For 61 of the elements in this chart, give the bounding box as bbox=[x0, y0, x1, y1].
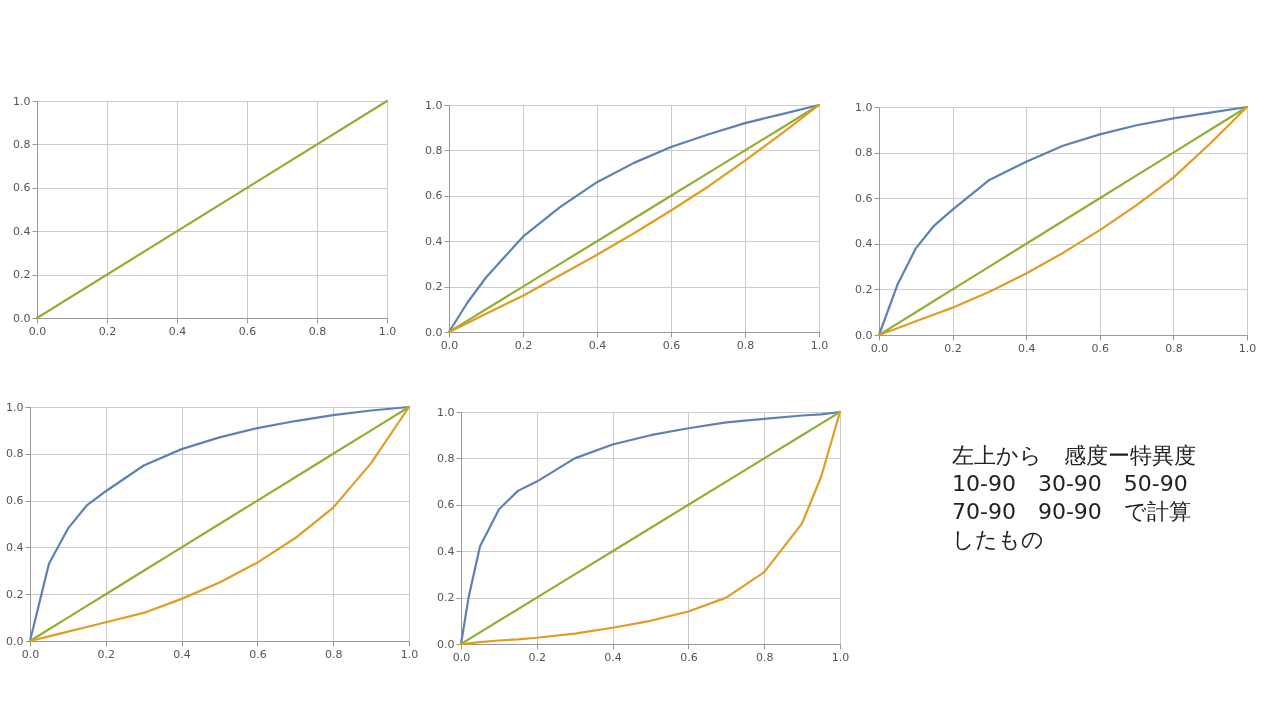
y-tick-label: 0.4 bbox=[425, 234, 443, 248]
x-tick-label: 1.0 bbox=[378, 324, 397, 338]
text: 左上から 感度ー特異度 10-90 30-90 50-90 70-90 90-90 で計算したもの bbox=[952, 442, 1197, 554]
x-tick-label: 0.4 bbox=[1017, 341, 1036, 355]
y-tick-label: 0.8 bbox=[425, 143, 443, 157]
line-series bbox=[28, 405, 411, 643]
x-tick-label: 0.0 bbox=[870, 341, 889, 355]
x-tick-label: 0.2 bbox=[944, 341, 962, 355]
x-tick-label: 0.8 bbox=[736, 338, 755, 352]
x-tick-label: 0.8 bbox=[1165, 341, 1183, 355]
line-series bbox=[447, 103, 821, 334]
y-tick-label: 0.2 bbox=[13, 268, 31, 282]
y-tick-label: 0.2 bbox=[437, 591, 455, 605]
x-tick-label: 0.4 bbox=[588, 338, 607, 352]
y-tick-label: 0.8 bbox=[13, 137, 31, 151]
y-tick-label: 0.6 bbox=[6, 494, 24, 508]
x-tick-label: 1.0 bbox=[831, 650, 850, 664]
y-tick-label: 0.8 bbox=[6, 447, 24, 461]
y-tick-label: 0.2 bbox=[425, 280, 443, 294]
line-series bbox=[877, 105, 1249, 337]
y-tick-label: 0.0 bbox=[437, 637, 455, 651]
y-tick-label: 0.2 bbox=[855, 282, 873, 296]
x-tick-label: 1.0 bbox=[400, 647, 419, 661]
y-tick-label: 0.8 bbox=[855, 146, 873, 160]
y-tick-label: 0.6 bbox=[855, 191, 873, 205]
y-tick-label: 0.6 bbox=[437, 498, 455, 512]
y-tick-label: 0.0 bbox=[13, 311, 31, 325]
y-tick-label: 0.6 bbox=[13, 181, 31, 195]
x-tick-label: 0.4 bbox=[173, 647, 191, 661]
x-tick-label: 0.2 bbox=[528, 650, 547, 664]
x-tick-label: 0.0 bbox=[28, 324, 47, 338]
x-tick-label: 0.2 bbox=[97, 647, 116, 661]
x-tick-label: 0.8 bbox=[755, 650, 774, 664]
x-tick-label: 0.4 bbox=[168, 324, 187, 338]
y-tick-label: 0.4 bbox=[13, 224, 31, 238]
y-tick-label: 0.2 bbox=[6, 587, 24, 601]
y-tick-label: 1.0 bbox=[6, 400, 24, 414]
y-tick-label: 0.0 bbox=[6, 634, 24, 648]
y-tick-label: 1.0 bbox=[13, 94, 31, 108]
y-tick-label: 1.0 bbox=[437, 405, 455, 419]
x-tick-label: 1.0 bbox=[810, 338, 829, 352]
x-tick-label: 0.8 bbox=[324, 647, 343, 661]
x-tick-label: 0.6 bbox=[680, 650, 698, 664]
line-series bbox=[459, 410, 842, 646]
y-tick-label: 1.0 bbox=[855, 100, 873, 114]
y-tick-label: 0.4 bbox=[855, 237, 873, 251]
y-tick-label: 0.4 bbox=[6, 540, 24, 554]
y-tick-label: 0.8 bbox=[437, 451, 455, 465]
y-tick-label: 0.6 bbox=[425, 189, 443, 203]
x-tick-label: 1.0 bbox=[1238, 341, 1257, 355]
x-tick-label: 0.6 bbox=[249, 647, 267, 661]
y-tick-label: 1.0 bbox=[425, 98, 443, 112]
x-tick-label: 0.4 bbox=[604, 650, 622, 664]
x-tick-label: 0.6 bbox=[1091, 341, 1110, 355]
x-tick-label: 0.6 bbox=[238, 324, 257, 338]
y-tick-label: 0.4 bbox=[437, 544, 455, 558]
x-tick-label: 0.2 bbox=[514, 338, 533, 352]
x-tick-label: 0.0 bbox=[452, 650, 471, 664]
x-tick-label: 0.8 bbox=[308, 324, 327, 338]
x-tick-label: 0.2 bbox=[98, 324, 117, 338]
x-tick-label: 0.6 bbox=[662, 338, 681, 352]
